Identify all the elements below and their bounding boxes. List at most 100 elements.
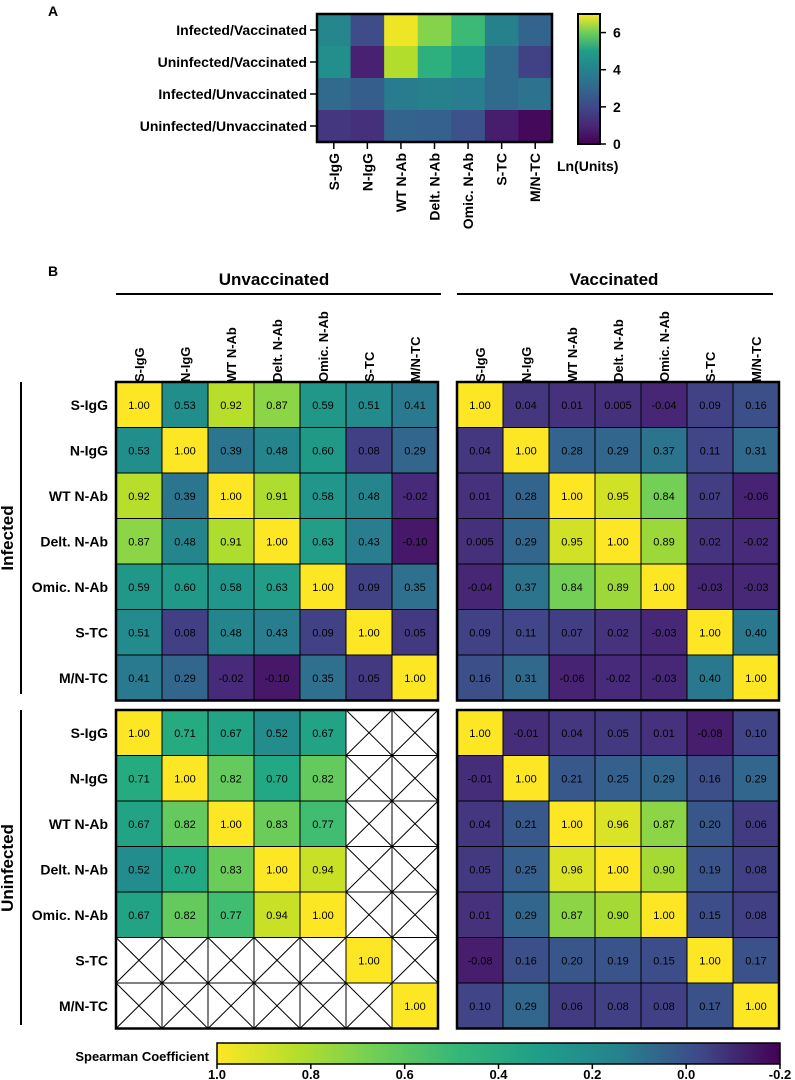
heatmap-cell-value: 0.01: [561, 400, 582, 412]
heatmap-cell-value: 0.15: [653, 955, 674, 967]
heatmap-cell: [732, 891, 780, 938]
heatmap-cell-value: 0.84: [653, 491, 674, 503]
heatmap-cell-value: 0.28: [561, 445, 582, 457]
heatmap-cell-value: 0.16: [515, 955, 536, 967]
row-labels-uninfected: S-IgG N-IgG WT N-Ab Delt. N-Ab Omic. N-Ab S-T…: [32, 725, 108, 1014]
heatmap-cell: [640, 427, 688, 474]
heatmap-cell-value: 0.21: [515, 819, 536, 831]
empty-cell-cross: [299, 937, 347, 984]
heatmap-cell-value: 0.83: [266, 819, 287, 831]
heatmap-cell-value: 1.00: [220, 491, 241, 503]
heatmap-a-cell: [451, 46, 486, 79]
empty-cell-cross: [345, 755, 393, 802]
heatmap-cell-value: 0.77: [220, 910, 241, 922]
heatmap-cell-value: -0.01: [467, 773, 492, 785]
heatmap-cell: [686, 709, 734, 756]
heatmap-cell-value: 0.07: [699, 491, 720, 503]
empty-cell-cross: [299, 982, 347, 1029]
heatmap-cell-value: -0.10: [264, 673, 289, 685]
colorbar-tick-label: 1.0: [208, 1067, 226, 1080]
heatmap-cell-value: 1.00: [312, 582, 333, 594]
heatmap-cell-value: 0.08: [174, 627, 195, 639]
heatmap-cell: [502, 518, 550, 565]
heatmap-cell-value: 0.48: [220, 627, 241, 639]
row-label: Omic. N-Ab: [32, 907, 108, 923]
heatmap-cell: [161, 427, 209, 474]
heatmap-cell: [253, 654, 301, 701]
heatmap-cell-value: -0.03: [697, 582, 722, 594]
heatmap-cell-value: 0.35: [312, 673, 333, 685]
column-header: N-IgG: [519, 347, 534, 382]
empty-cell-cross: [391, 891, 439, 938]
heatmap-cell-value: 1.00: [174, 773, 195, 785]
heatmap-cell: [640, 982, 688, 1029]
heatmap-cell-value: 0.09: [699, 400, 720, 412]
panel-a-column-labels: S-IgG N-IgG WT N-Ab Delt. N-Ab Omic. N-Ab S-T…: [326, 142, 543, 229]
heatmap-cell: [686, 937, 734, 984]
heatmap-cell-value: 0.29: [174, 673, 195, 685]
heatmap-cell-value: 0.16: [745, 400, 766, 412]
heatmap-cell-value: 1.00: [515, 773, 536, 785]
heatmap-cell-value: 1.00: [174, 445, 195, 457]
panel-a-colorbar-ticks: 0 2 4 6: [600, 25, 621, 152]
row-label: Delt. N-Ab: [40, 533, 108, 549]
heatmap-cell: [207, 891, 255, 938]
heatmap-cell-value: 0.41: [404, 400, 425, 412]
heatmap-cell-value: 0.87: [128, 536, 149, 548]
heatmap-cell-value: 0.05: [358, 673, 379, 685]
heatmap-cell-value: 0.67: [128, 910, 149, 922]
column-header: Omic. N-Ab: [316, 311, 331, 382]
heatmap-cell-value: 0.21: [561, 773, 582, 785]
heatmap-cell-value: 0.25: [515, 864, 536, 876]
heatmap-cell-value: 0.16: [699, 773, 720, 785]
heatmap-cell-value: 0.89: [653, 536, 674, 548]
heatmap-cell: [686, 891, 734, 938]
heatmap-cell: [207, 427, 255, 474]
heatmap-cell-value: 0.96: [561, 864, 582, 876]
heatmap-cell: [502, 609, 550, 656]
heatmap-cell-value: 0.19: [607, 955, 628, 967]
colorbar-tick-label: 0.0: [677, 1067, 695, 1080]
heatmap-cell-value: 0.09: [358, 582, 379, 594]
heatmap-a-cell: [417, 78, 452, 111]
heatmap-a-cell: [484, 110, 519, 143]
heatmap-cell-value: 0.48: [266, 445, 287, 457]
heatmap-cell-value: 0.28: [515, 491, 536, 503]
heatmap-cell-value: 0.77: [312, 819, 333, 831]
heatmap-cell: [207, 846, 255, 893]
group-title-unvaccinated: Unvaccinated: [219, 270, 330, 289]
heatmap-a-cell: [484, 78, 519, 111]
colorbar-tick-label: -0.2: [769, 1067, 791, 1080]
colorbar-tick-label: 0.4: [489, 1067, 508, 1080]
heatmap-cell: [391, 472, 439, 519]
row-group-label-uninfected: Uninfected: [0, 824, 17, 912]
heatmap-cell-value: 0.59: [128, 582, 149, 594]
panel-a-label: A: [48, 3, 58, 19]
heatmap-cell: [548, 518, 596, 565]
heatmap-a-cell: [350, 78, 385, 111]
heatmap-cell-value: 0.52: [266, 728, 287, 740]
empty-cell-cross: [345, 891, 393, 938]
heatmap-cell: [299, 709, 347, 756]
heatmap-cell-value: 0.29: [515, 536, 536, 548]
heatmap-cell: [253, 709, 301, 756]
heatmap-cell: [732, 755, 780, 802]
heatmap-cell: [299, 381, 347, 428]
heatmap-cell-value: 0.39: [174, 491, 195, 503]
heatmap-a-cell: [317, 78, 351, 111]
heatmap-cell: [115, 518, 163, 565]
heatmap-cell-value: 0.08: [653, 1001, 674, 1013]
heatmap-cell-value: 0.02: [699, 536, 720, 548]
heatmap-frame: [114, 708, 440, 1030]
heatmap-cell-value: -0.08: [467, 955, 492, 967]
heatmap-cell-value: 1.00: [653, 910, 674, 922]
heatmap-a-cell: [484, 46, 519, 79]
heatmap-cell-value: 0.90: [607, 910, 628, 922]
heatmap-cell-value: 0.07: [561, 627, 582, 639]
heatmap-uninfected-vaccinated: 1.00 -0.01 0.04 0.05 0.01 -0.08 0.10 -0.01 1.00 0…: [455, 708, 781, 1030]
heatmap-a-cell: [417, 110, 452, 143]
column-header: N-IgG: [178, 347, 193, 382]
heatmap-cell-value: 0.01: [653, 728, 674, 740]
heatmap-cell-value: 0.11: [700, 445, 721, 457]
empty-cell-cross: [161, 937, 209, 984]
